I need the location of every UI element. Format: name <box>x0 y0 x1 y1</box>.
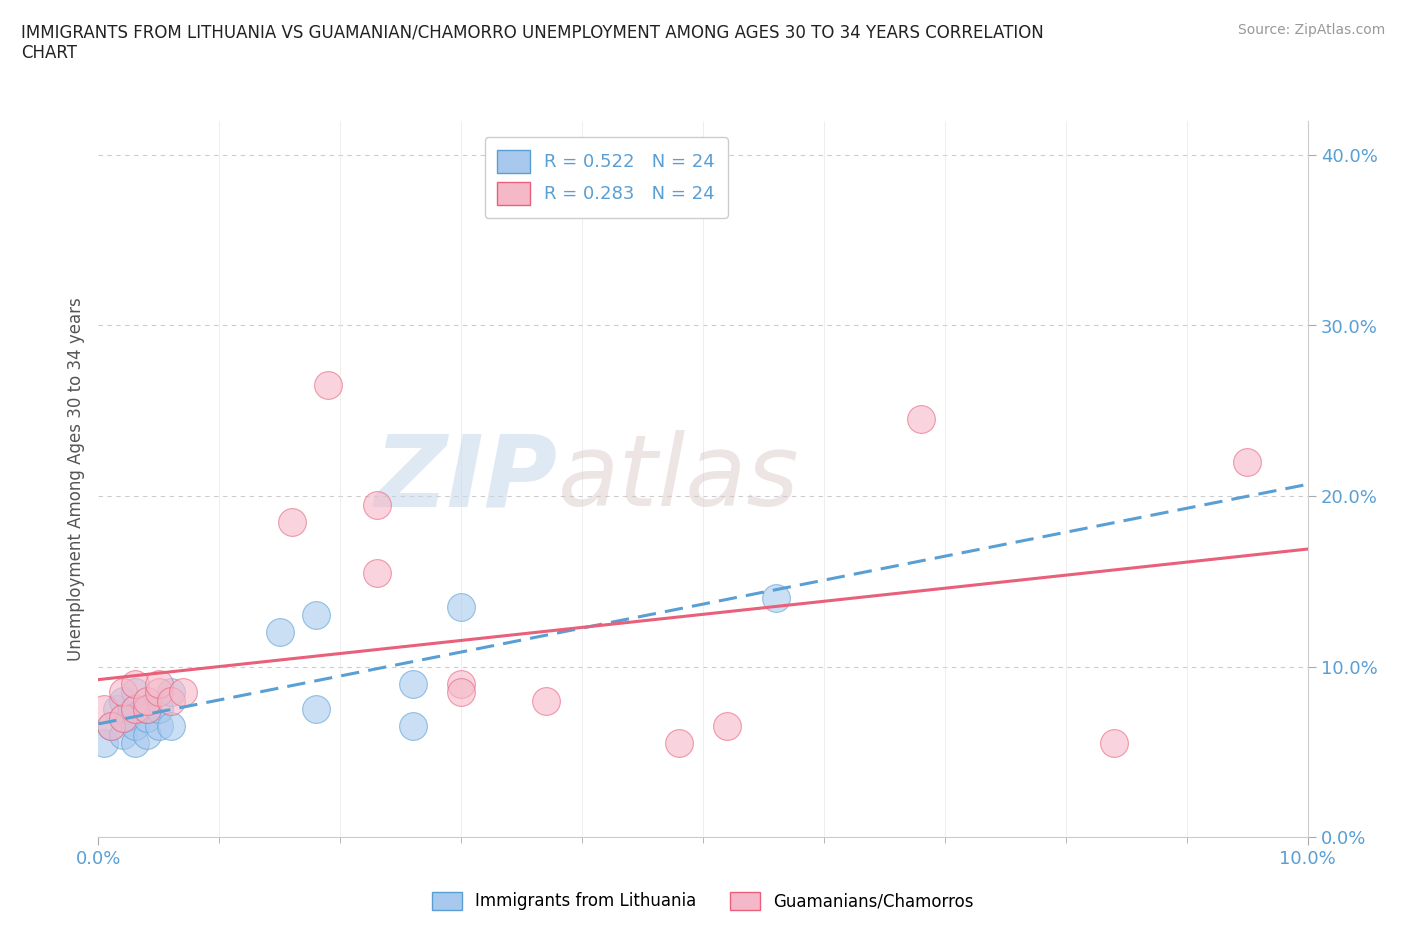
Point <box>305 608 328 623</box>
Point <box>305 702 328 717</box>
Point <box>135 693 157 708</box>
Point <box>100 719 122 734</box>
Point <box>450 600 472 615</box>
Point <box>160 684 183 699</box>
Text: atlas: atlas <box>558 431 800 527</box>
Point <box>124 702 146 717</box>
Point <box>402 719 425 734</box>
Point <box>366 565 388 580</box>
Point <box>111 711 134 725</box>
Point <box>135 702 157 717</box>
Point <box>124 736 146 751</box>
Point <box>111 684 134 699</box>
Text: IMMIGRANTS FROM LITHUANIA VS GUAMANIAN/CHAMORRO UNEMPLOYMENT AMONG AGES 30 TO 34: IMMIGRANTS FROM LITHUANIA VS GUAMANIAN/C… <box>21 23 1043 62</box>
Point <box>160 719 183 734</box>
Point <box>402 676 425 691</box>
Legend: R = 0.522   N = 24, R = 0.283   N = 24: R = 0.522 N = 24, R = 0.283 N = 24 <box>485 137 728 218</box>
Point <box>124 684 146 699</box>
Point <box>124 676 146 691</box>
Point <box>93 736 115 751</box>
Point <box>148 676 170 691</box>
Point <box>111 711 134 725</box>
Point <box>135 711 157 725</box>
Legend: Immigrants from Lithuania, Guamanians/Chamorros: Immigrants from Lithuania, Guamanians/Ch… <box>426 885 980 917</box>
Point <box>100 719 122 734</box>
Point <box>172 684 194 699</box>
Point <box>765 591 787 605</box>
Point <box>111 727 134 742</box>
Point <box>148 702 170 717</box>
Point <box>105 702 128 717</box>
Point <box>148 684 170 699</box>
Point <box>534 693 557 708</box>
Point <box>124 719 146 734</box>
Point <box>450 684 472 699</box>
Point <box>910 412 932 427</box>
Point <box>1236 455 1258 470</box>
Point <box>269 625 291 640</box>
Point <box>135 702 157 717</box>
Point <box>366 497 388 512</box>
Text: Source: ZipAtlas.com: Source: ZipAtlas.com <box>1237 23 1385 37</box>
Text: ZIP: ZIP <box>375 431 558 527</box>
Point <box>124 702 146 717</box>
Y-axis label: Unemployment Among Ages 30 to 34 years: Unemployment Among Ages 30 to 34 years <box>66 297 84 661</box>
Point <box>668 736 690 751</box>
Point <box>281 514 304 529</box>
Point <box>160 693 183 708</box>
Point <box>135 727 157 742</box>
Point <box>316 378 339 392</box>
Point <box>111 693 134 708</box>
Point <box>148 719 170 734</box>
Point <box>93 702 115 717</box>
Point <box>450 676 472 691</box>
Point <box>1102 736 1125 751</box>
Point <box>716 719 738 734</box>
